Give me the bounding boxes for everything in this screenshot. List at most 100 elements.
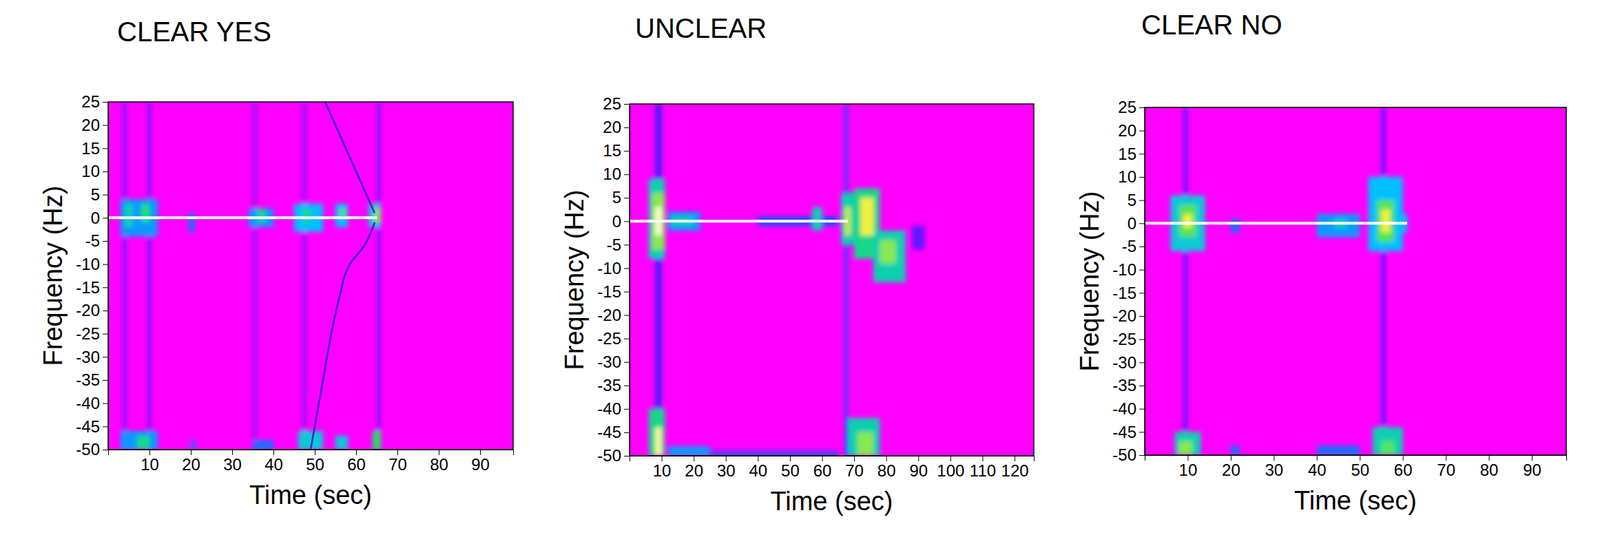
x-tick: 50	[781, 455, 800, 481]
y-tick-mark	[1139, 107, 1145, 109]
x-tick-label: 120	[1001, 461, 1030, 481]
y-tick: -50	[75, 440, 109, 459]
y-tick-mark	[102, 125, 109, 127]
y-tick: -10	[1112, 260, 1145, 279]
y-tick-mark	[624, 455, 630, 457]
heatmap-cell	[857, 432, 874, 456]
heatmap-cell	[122, 101, 127, 450]
y-tick-label: 5	[90, 185, 100, 204]
y-tick-label: 20	[81, 115, 100, 135]
heatmap-cell	[709, 451, 838, 456]
x-tick: 90	[1522, 455, 1542, 480]
y-tick-label: 0	[90, 208, 100, 228]
heatmap-cell	[847, 418, 881, 456]
y-tick-mark	[624, 292, 630, 293]
heatmap-cell	[1380, 209, 1390, 233]
y-tick-mark	[624, 221, 630, 222]
plot-frame	[1144, 107, 1567, 456]
plot-frame	[629, 104, 1034, 456]
heatmap-cell	[190, 440, 195, 450]
y-tick-label: 10	[81, 161, 100, 181]
y-tick-label: -25	[597, 329, 622, 348]
y-tick-mark	[1139, 455, 1145, 456]
y-tick-label: -50	[597, 446, 622, 465]
heatmap-cell	[1372, 427, 1404, 456]
y-tick-label: -35	[597, 376, 622, 395]
x-tick-label: 90	[909, 461, 928, 481]
y-tick-label: -40	[75, 393, 100, 413]
y-tick: -35	[1112, 376, 1145, 395]
x-tick-mark	[1359, 455, 1361, 461]
x-tick-mark	[356, 449, 357, 456]
y-tick-mark	[102, 217, 109, 219]
y-tick-mark	[102, 310, 109, 312]
heatmap-cell	[335, 435, 348, 450]
x-tick-mark	[190, 449, 192, 456]
x-tick-label: 70	[845, 461, 864, 481]
y-tick-mark	[624, 385, 630, 387]
x-tick-mark	[886, 455, 888, 462]
y-tick: -45	[1112, 422, 1145, 442]
heatmap-cell	[302, 101, 307, 450]
x-tick-label: 20	[181, 455, 201, 474]
heatmap-cell	[1183, 214, 1192, 228]
x-tick: 20	[181, 449, 201, 474]
x-tick-label: 100	[936, 461, 965, 481]
y-tick: -5	[1121, 236, 1145, 256]
y-tick: -10	[597, 258, 630, 278]
y-tick-label: -30	[1112, 353, 1137, 372]
y-tick: 0	[612, 212, 630, 231]
series-line	[108, 216, 377, 220]
y-tick-label: -20	[1112, 306, 1137, 326]
y-tick-label: -25	[75, 324, 100, 344]
y-tick: 15	[602, 141, 630, 160]
y-tick-label: 15	[602, 141, 622, 160]
y-tick: -20	[597, 305, 630, 325]
y-tick: -45	[75, 417, 109, 436]
y-tick-label: -35	[1112, 376, 1137, 395]
heatmap-cell	[1230, 219, 1240, 233]
y-tick-mark	[624, 338, 630, 340]
y-tick: 10	[602, 164, 630, 184]
y-tick-mark	[624, 267, 630, 269]
y-tick-mark	[624, 127, 630, 129]
y-tick: 10	[81, 161, 109, 181]
y-tick: -20	[75, 300, 109, 320]
y-tick: -15	[1112, 283, 1145, 303]
x-tick: 40	[264, 449, 284, 474]
x-tick: 60	[347, 449, 366, 474]
x-tick-mark	[480, 449, 481, 456]
y-tick-label: 20	[1117, 121, 1137, 140]
x-tick-label: 10	[652, 461, 672, 481]
y-tick: -45	[597, 422, 630, 442]
heatmap-cell	[120, 431, 158, 450]
x-tick-mark	[149, 449, 151, 456]
y-tick-mark	[1139, 246, 1145, 248]
panel-title: CLEAR NO	[1141, 9, 1283, 40]
y-tick-label: -10	[1112, 260, 1137, 279]
heatmap-cell	[252, 440, 274, 450]
x-tick: 90	[471, 449, 490, 474]
y-tick-label: -40	[1112, 399, 1137, 419]
heatmap-cell	[840, 192, 855, 245]
y-tick: -10	[75, 254, 109, 274]
heatmap-cell	[844, 104, 848, 456]
x-tick-mark	[1273, 455, 1275, 461]
x-tick-mark	[1187, 455, 1189, 461]
heatmap-cell	[1376, 200, 1395, 243]
y-tick-mark	[1139, 409, 1145, 410]
y-tick: -15	[597, 282, 630, 301]
x-tick: 120	[1001, 455, 1030, 481]
x-tick: 20	[684, 455, 704, 481]
x-tick-mark	[232, 449, 233, 456]
x-tick: 40	[748, 455, 768, 481]
y-tick-mark	[624, 362, 630, 363]
series-line	[629, 219, 848, 223]
y-tick-mark	[102, 287, 109, 288]
y-axis-title: Frequency (Hz)	[1075, 191, 1105, 372]
series-line	[1144, 221, 1408, 225]
x-tick-mark	[314, 449, 316, 456]
y-tick: -30	[75, 347, 109, 367]
y-tick: 5	[612, 188, 630, 207]
y-tick: 10	[1117, 167, 1145, 186]
